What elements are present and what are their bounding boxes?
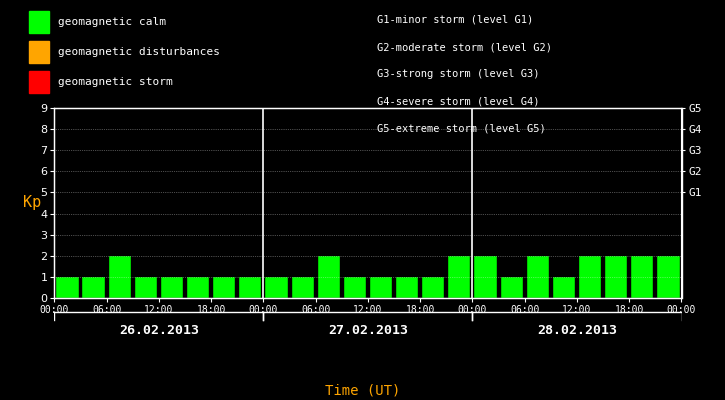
Text: 26.02.2013: 26.02.2013 [119,324,199,337]
Bar [474,256,497,298]
Text: Time (UT): Time (UT) [325,383,400,397]
Bar [161,277,183,298]
Bar [344,277,366,298]
Bar [265,277,288,298]
Bar [370,277,392,298]
Bar [396,277,418,298]
Bar [291,277,314,298]
Bar [448,256,471,298]
Bar [187,277,210,298]
Bar [658,256,679,298]
Bar [83,277,104,298]
Text: geomagnetic disturbances: geomagnetic disturbances [58,47,220,57]
Text: G3-strong storm (level G3): G3-strong storm (level G3) [377,70,539,80]
Bar [213,277,236,298]
Bar [631,256,653,298]
Bar [57,277,78,298]
Text: G2-moderate storm (level G2): G2-moderate storm (level G2) [377,42,552,52]
Bar [135,277,157,298]
Bar [318,256,340,298]
Bar [422,277,444,298]
Text: 28.02.2013: 28.02.2013 [537,324,617,337]
Text: G5-extreme storm (level G5): G5-extreme storm (level G5) [377,124,546,134]
Text: G4-severe storm (level G4): G4-severe storm (level G4) [377,97,539,107]
Y-axis label: Kp: Kp [23,196,41,210]
Bar [605,256,627,298]
Bar [579,256,601,298]
Bar [239,277,262,298]
Text: 27.02.2013: 27.02.2013 [328,324,408,337]
Bar [109,256,130,298]
Bar [552,277,575,298]
Text: geomagnetic calm: geomagnetic calm [58,17,166,27]
Bar [500,277,523,298]
Text: geomagnetic storm: geomagnetic storm [58,77,173,87]
Bar [526,256,549,298]
Text: G1-minor storm (level G1): G1-minor storm (level G1) [377,15,534,25]
